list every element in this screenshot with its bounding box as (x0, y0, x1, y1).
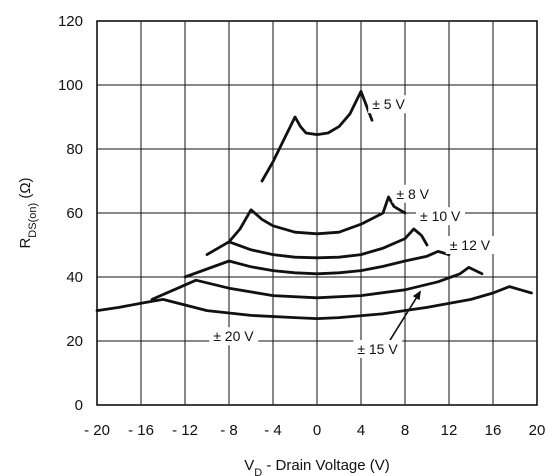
curve-labels: ± 5 V ± 8 V ± 10 V ± 12 V ± 20 V ± 15 V (209, 95, 495, 358)
curve-label-background (416, 207, 466, 226)
x-tick-label: 4 (357, 422, 365, 439)
y-tick-label: 0 (75, 397, 83, 414)
curve-series-6 (95, 285, 533, 320)
curve-label: ± 10 V (420, 208, 461, 224)
curve-label: ± 8 V (396, 186, 429, 202)
x-tick-label: 16 (485, 422, 502, 439)
curve-label-group: ± 10 V (416, 207, 466, 226)
curve-series-2 (227, 195, 407, 244)
x-tick-label: - 12 (172, 422, 198, 439)
curve-label-background (209, 327, 259, 346)
curve-label-group: ± 15 V (353, 340, 403, 358)
curve-label-group: ± 20 V (209, 327, 259, 346)
arrow-layer (387, 290, 422, 344)
x-tick-label: 12 (441, 422, 458, 439)
x-tick-label: 20 (529, 422, 546, 439)
y-tick-label: 40 (66, 269, 83, 286)
curve-label: ± 15 V (357, 341, 398, 357)
curve-label: ± 20 V (213, 328, 254, 344)
x-tick-label: 8 (401, 422, 409, 439)
curve-label-group: ± 5 V (368, 95, 410, 114)
curve-series-4 (183, 250, 451, 279)
curve-label-group: ± 8 V (392, 184, 434, 203)
curve-series-5 (150, 266, 484, 301)
x-tick-label: - 4 (264, 422, 282, 439)
x-tick-label: - 8 (220, 422, 238, 439)
curve-label-background (392, 184, 434, 203)
y-tick-label: 120 (58, 13, 83, 30)
curve-label: ± 12 V (450, 237, 491, 253)
curve-label-background (368, 95, 410, 114)
curves (95, 90, 533, 320)
annotation-arrow (387, 290, 422, 344)
y-tick-label: 100 (58, 77, 83, 94)
curve-series-1 (260, 90, 374, 183)
y-tick-label: 20 (66, 333, 83, 350)
x-tick-label: 0 (313, 422, 321, 439)
plot-frame (96, 20, 538, 406)
y-axis-title: RDS(on) (Ω) (17, 177, 39, 248)
curve-label-background (353, 340, 403, 358)
x-tick-labels: - 20 - 16 - 12 - 8 - 4 0 4 8 12 16 20 (84, 422, 545, 439)
x-axis-title: VD - Drain Voltage (V) (244, 457, 390, 476)
curve-label-group: ± 12 V (445, 236, 495, 254)
y-tick-label: 60 (66, 205, 83, 222)
curve-label: ± 5 V (372, 96, 405, 112)
curve-label-background (445, 236, 495, 254)
grid-lines (97, 21, 537, 405)
y-tick-labels: 0 20 40 60 80 100 120 (58, 13, 83, 414)
curve-series-3 (205, 227, 429, 260)
x-tick-label: - 16 (128, 422, 154, 439)
x-tick-label: - 20 (84, 422, 110, 439)
y-tick-label: 80 (66, 141, 83, 158)
